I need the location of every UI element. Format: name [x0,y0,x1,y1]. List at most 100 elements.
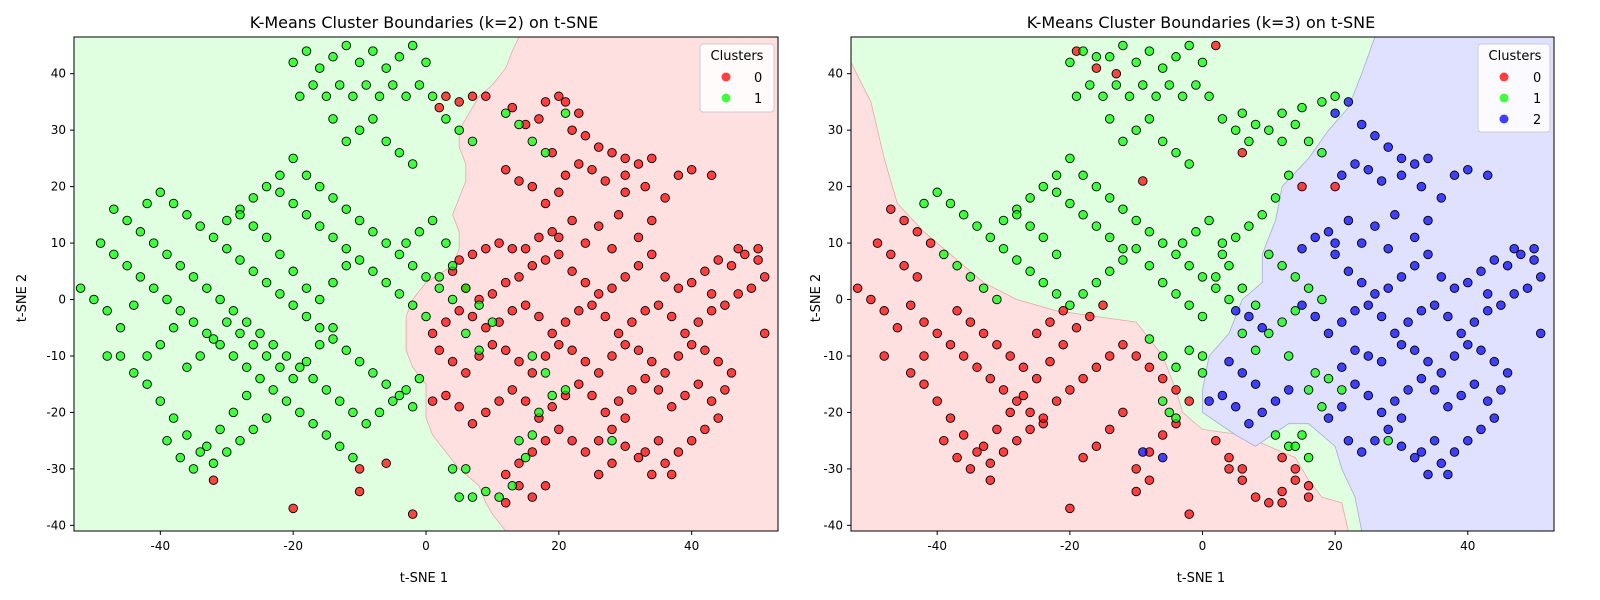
data-point-cluster-0 [1065,503,1075,514]
data-point-cluster-0 [932,396,942,406]
data-point-cluster-0 [1025,424,1035,435]
data-point-cluster-1 [314,294,325,305]
data-point-cluster-1 [992,294,1002,305]
data-point-cluster-1 [1131,125,1141,135]
data-point-cluster-0 [481,243,491,254]
data-point-cluster-0 [1078,452,1088,463]
x-axis-label: t-SNE 1 [400,571,448,586]
data-point-cluster-1 [1303,452,1314,463]
data-point-cluster-0 [454,255,464,265]
data-point-cluster-1 [381,238,391,248]
data-point-cluster-1 [454,492,464,502]
data-point-cluster-1 [334,80,345,90]
data-point-cluster-2 [1138,447,1148,457]
data-point-cluster-2 [1489,356,1500,367]
data-point-cluster-1 [215,424,225,435]
data-point-cluster-0 [554,339,564,350]
data-point-cluster-0 [434,345,445,356]
data-point-cluster-0 [547,227,557,237]
data-point-cluster-0 [666,311,677,322]
data-point-cluster-0 [852,283,863,293]
data-point-cluster-1 [268,385,278,395]
data-point-cluster-1 [135,272,146,282]
data-point-cluster-1 [1157,351,1168,361]
y-tick-label: -10 [823,349,843,363]
data-point-cluster-1 [241,390,252,401]
data-point-cluster-1 [1091,181,1102,192]
data-point-cluster-1 [275,187,285,198]
data-point-cluster-1 [1191,80,1201,90]
right-chart-panel: K-Means Cluster Boundaries (k=3) on t-SN… [809,13,1555,586]
data-point-cluster-1 [1091,52,1102,62]
data-point-cluster-0 [507,385,518,395]
data-point-cluster-0 [666,469,677,480]
data-point-cluster-1 [1104,52,1115,62]
data-point-cluster-1 [261,277,272,288]
data-point-cluster-0 [1065,385,1075,395]
data-point-cluster-1 [288,198,298,209]
data-point-cluster-0 [647,249,657,260]
data-point-cluster-1 [301,170,312,181]
data-point-cluster-2 [1350,159,1360,169]
data-point-cluster-2 [1396,272,1407,282]
data-point-cluster-1 [1104,266,1115,277]
data-point-cluster-1 [308,373,318,384]
data-point-cluster-2 [1449,170,1460,181]
data-point-cluster-0 [534,311,544,322]
data-point-cluster-1 [388,80,398,90]
data-point-cluster-1 [494,492,504,502]
data-point-cluster-1 [328,114,338,124]
data-point-cluster-2 [1409,452,1420,463]
legend-marker-1 [1499,93,1509,103]
data-point-cluster-1 [1131,215,1141,226]
data-point-cluster-2 [1363,164,1374,175]
data-point-cluster-1 [202,441,212,452]
data-point-cluster-1 [308,418,318,429]
data-point-cluster-2 [1416,373,1427,384]
data-point-cluster-1 [434,272,445,282]
data-point-cluster-1 [560,385,571,395]
data-point-cluster-0 [607,351,617,361]
y-tick-label: -20 [823,405,843,419]
data-point-cluster-1 [1191,227,1201,237]
data-point-cluster-0 [912,272,923,282]
data-point-cluster-1 [1157,63,1168,73]
data-point-cluster-1 [1144,46,1155,56]
data-point-cluster-1 [447,260,458,271]
data-point-cluster-2 [1370,131,1380,141]
data-point-cluster-0 [1091,362,1102,373]
data-point-cluster-1 [1317,402,1327,412]
data-point-cluster-1 [1177,238,1188,248]
data-point-cluster-1 [1104,193,1115,203]
data-point-cluster-0 [686,435,697,446]
data-point-cluster-0 [866,294,876,305]
data-point-cluster-0 [958,430,969,440]
data-point-cluster-0 [912,227,923,237]
y-tick-label: 0 [58,293,66,307]
data-point-cluster-0 [713,356,723,367]
data-point-cluster-1 [1091,277,1102,288]
x-tick-label: 0 [422,539,430,553]
data-point-cluster-2 [1270,396,1281,406]
y-tick-label: 30 [828,123,843,137]
data-point-cluster-2 [1449,283,1460,293]
data-point-cluster-1 [1277,108,1287,118]
data-point-cluster-1 [1118,40,1128,51]
data-point-cluster-1 [507,481,518,491]
data-point-cluster-1 [540,147,551,158]
data-point-cluster-1 [208,232,219,243]
data-point-cluster-1 [102,306,112,316]
y-tick-label: 10 [828,236,843,250]
ticks: -40 -20 0 20 40 -40 -30 -20 -10 0 10 20 30 40 [46,67,699,553]
y-tick-label: -20 [46,405,66,419]
data-point-cluster-1 [932,187,942,198]
data-point-cluster-2 [1383,243,1393,254]
data-point-cluster-0 [620,272,630,282]
data-point-cluster-1 [288,57,298,68]
data-point-cluster-2 [1429,300,1440,310]
data-point-cluster-1 [1078,170,1088,181]
data-point-cluster-1 [301,311,312,322]
data-point-cluster-0 [759,272,770,282]
data-point-cluster-0 [500,164,511,175]
data-point-cluster-0 [1025,407,1035,418]
